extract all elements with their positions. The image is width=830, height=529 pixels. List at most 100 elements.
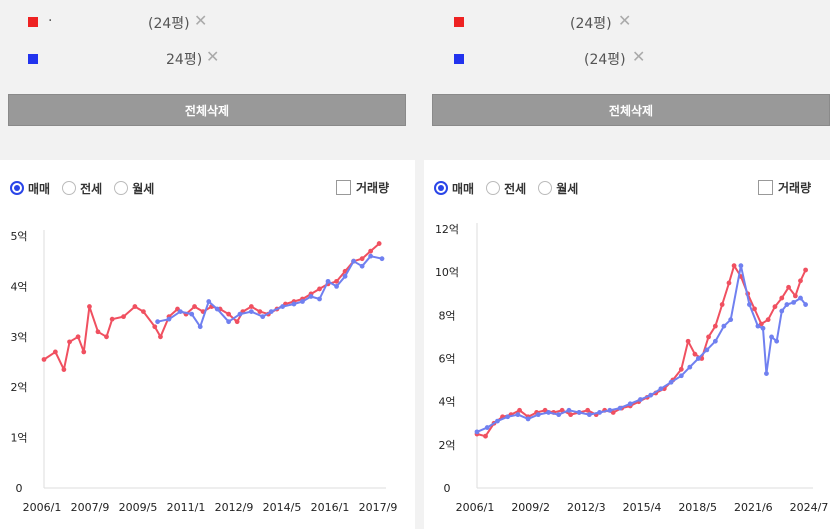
blue-marker-icon: [454, 54, 464, 64]
x-tick-label: 2021/6: [734, 501, 773, 514]
volume-checkbox[interactable]: 거래량: [758, 179, 811, 196]
deal-type-radios: 매매 전세 월세: [434, 178, 590, 198]
radio-jeonse[interactable]: 전세: [62, 180, 102, 197]
data-point: [376, 241, 382, 246]
data-point: [359, 263, 365, 269]
delete-all-button[interactable]: 전체삭제: [432, 94, 830, 126]
data-point: [774, 338, 780, 344]
data-point: [758, 321, 764, 327]
x-tick-label: 2014/5: [263, 501, 302, 514]
radio-sale[interactable]: 매매: [10, 180, 50, 197]
delete-all-button[interactable]: 전체삭제: [8, 94, 406, 126]
x-tick-label: 2015/4: [623, 501, 662, 514]
red-marker-icon: [454, 17, 464, 27]
data-point: [586, 412, 592, 418]
data-point: [379, 256, 385, 262]
data-point: [95, 329, 101, 335]
data-point: [317, 286, 322, 292]
y-tick-label: 0: [16, 482, 23, 495]
data-point: [779, 295, 785, 301]
data-point: [87, 304, 92, 309]
data-point: [334, 284, 339, 289]
radio-sale[interactable]: 매매: [434, 180, 474, 197]
x-tick-label: 2012/3: [567, 501, 606, 514]
y-tick-label: 10억: [435, 266, 459, 279]
data-point: [668, 379, 674, 385]
data-point: [237, 311, 243, 317]
data-point: [738, 263, 744, 269]
data-point: [747, 302, 752, 307]
data-point: [505, 414, 511, 420]
x-tick-label: 2006/1: [23, 501, 62, 514]
y-tick-label: 1억: [10, 432, 27, 445]
data-point: [559, 407, 565, 413]
data-point: [798, 295, 803, 301]
data-point: [75, 334, 81, 340]
radio-monthly[interactable]: 월세: [114, 180, 154, 197]
data-point: [359, 256, 365, 262]
remove-icon[interactable]: ✕: [632, 47, 646, 66]
data-point: [687, 364, 693, 370]
data-point: [685, 338, 691, 344]
radio-icon: [10, 181, 24, 195]
data-point: [752, 306, 757, 312]
data-point: [678, 373, 684, 379]
data-point: [368, 248, 374, 254]
data-point: [803, 267, 808, 273]
data-point: [368, 253, 374, 259]
data-point: [542, 407, 548, 413]
data-point: [566, 407, 572, 413]
data-point: [234, 319, 240, 325]
data-point: [483, 433, 488, 439]
x-tick-label: 2018/5: [678, 501, 717, 514]
series-line: [476, 264, 807, 433]
x-tick-label: 2009/2: [511, 501, 550, 514]
data-point: [268, 309, 274, 314]
price-chart: 0 2억 4억 6억 8억 10억 12억 2006/1 2009/2 2012/3 2015/4 2…: [435, 223, 828, 514]
volume-checkbox[interactable]: 거래량: [336, 179, 389, 196]
data-point: [317, 296, 322, 302]
red-marker-icon: [28, 17, 38, 27]
data-point: [166, 316, 172, 322]
data-point: [121, 314, 126, 320]
data-point: [648, 392, 654, 398]
data-point: [627, 401, 633, 407]
x-tick-label: 2016/1: [311, 501, 350, 514]
data-point: [695, 356, 701, 361]
data-point: [712, 338, 718, 344]
radio-jeonse[interactable]: 전세: [486, 180, 526, 197]
data-point: [132, 304, 138, 309]
compare-item-size: (24평): [570, 16, 612, 32]
radio-icon: [62, 181, 77, 195]
data-point: [260, 314, 266, 320]
data-point: [495, 418, 500, 424]
y-tick-label: 6억: [438, 353, 455, 366]
data-point: [704, 347, 710, 353]
remove-icon[interactable]: ✕: [194, 11, 208, 30]
data-point: [104, 334, 109, 340]
data-point: [515, 412, 521, 418]
data-point: [779, 308, 785, 314]
x-tick-label: 2012/9: [215, 501, 254, 514]
compare-item-size: (24평): [148, 16, 190, 32]
chart-panel: [424, 160, 830, 529]
data-point: [597, 410, 602, 415]
compare-item-label: ·: [48, 13, 53, 29]
data-point: [334, 278, 339, 284]
data-point: [257, 309, 263, 314]
radio-icon: [538, 181, 553, 195]
data-point: [155, 319, 161, 325]
radio-monthly[interactable]: 월세: [538, 180, 578, 197]
compare-list: (24평) ✕ (24평) ✕: [432, 0, 830, 80]
data-point: [765, 317, 771, 323]
compare-item-size: 24평): [166, 52, 203, 68]
x-tick-label: 2007/9: [71, 501, 110, 514]
data-point: [206, 299, 212, 304]
data-point: [280, 304, 285, 309]
data-point: [300, 299, 305, 304]
remove-icon[interactable]: ✕: [618, 11, 632, 30]
remove-icon[interactable]: ✕: [206, 47, 220, 66]
data-point: [786, 284, 791, 290]
y-tick-label: 8억: [438, 309, 455, 322]
data-point: [226, 319, 232, 325]
